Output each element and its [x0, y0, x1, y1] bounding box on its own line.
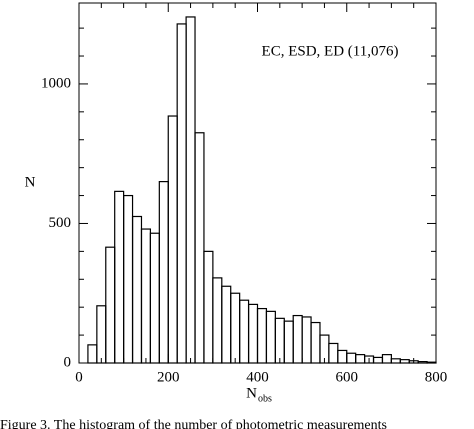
y-axis-label: N [25, 174, 36, 190]
histogram-bar [426, 361, 437, 364]
histogram-bar [301, 316, 312, 364]
histogram-bar [221, 285, 232, 364]
x-tick-label: 800 [425, 369, 448, 385]
histogram-bar [167, 115, 178, 364]
histogram-bar [194, 132, 205, 364]
histogram-bar [310, 321, 321, 364]
histogram-bar [230, 292, 241, 364]
x-tick-label: 400 [246, 369, 269, 385]
histogram-bar [355, 354, 366, 364]
histogram-bar [114, 190, 125, 364]
histogram-bar [346, 352, 357, 364]
histogram-bar [292, 314, 303, 364]
histogram-bar [105, 246, 116, 364]
histogram-bar [149, 232, 160, 364]
histogram-bar [96, 305, 107, 364]
histogram-bar [87, 344, 98, 364]
histogram-bar [372, 356, 384, 364]
y-tick-label: 500 [49, 215, 72, 231]
y-tick-label: 1000 [41, 75, 71, 91]
histogram-bar [239, 299, 250, 364]
y-tick-label: 0 [64, 354, 72, 370]
x-axis-label-sub: obs [258, 393, 272, 404]
x-tick-label: 600 [336, 369, 359, 385]
histogram-bar [381, 354, 392, 364]
histogram-bar [185, 16, 196, 364]
histogram-bar [158, 181, 169, 364]
x-tick-label: 200 [157, 369, 180, 385]
histogram-bar [399, 359, 410, 364]
histogram-bar [247, 303, 259, 364]
histogram-bar [131, 215, 143, 364]
histogram-bar [283, 320, 294, 364]
histogram-bar [328, 342, 339, 364]
caption: Figure 3. The histogram of the number of… [0, 418, 387, 429]
histogram-bar [123, 194, 134, 364]
x-tick-label: 0 [75, 369, 83, 385]
histogram-bar [274, 317, 285, 364]
annotation: EC, ESD, ED (11,076) [262, 43, 399, 59]
histogram-bar [417, 361, 428, 364]
histogram-bar [390, 358, 401, 364]
histogram-bar [140, 228, 152, 364]
histogram-bar [176, 23, 187, 364]
histogram-bar [203, 250, 214, 364]
histogram-bar [265, 310, 276, 364]
histogram-bar [337, 349, 348, 364]
histogram-bar [212, 277, 223, 364]
x-axis-label: N [246, 385, 257, 401]
histogram-bar [256, 307, 268, 364]
